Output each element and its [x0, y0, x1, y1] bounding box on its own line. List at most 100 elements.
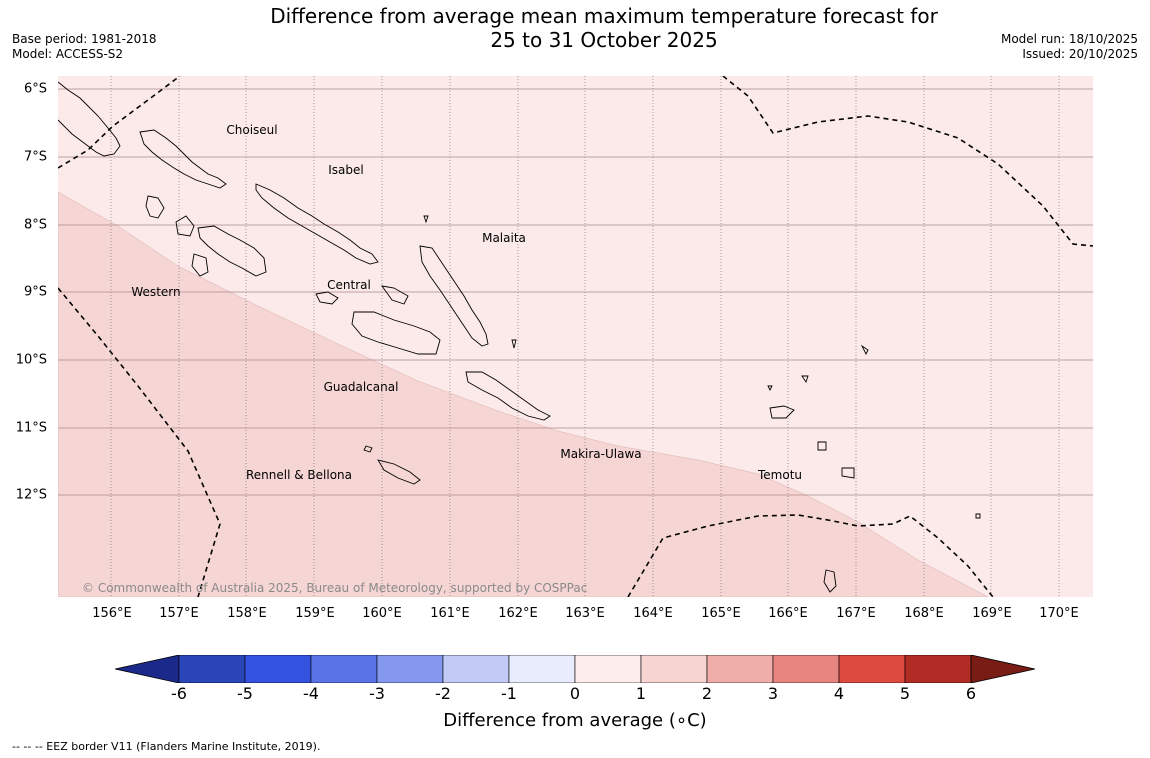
cb-tick-neg4: -4	[303, 684, 319, 703]
lon-label-158e: 158°E	[227, 606, 267, 621]
lon-label-163e: 163°E	[565, 606, 605, 621]
island-reef	[860, 344, 869, 356]
province-labels: Choiseul Isabel Malaita Western Central …	[131, 123, 802, 482]
island-small-1	[767, 385, 773, 392]
title-line-1: Difference from average mean maximum tem…	[270, 4, 938, 28]
label-rennell: Rennell & Bellona	[246, 468, 352, 482]
label-isabel: Isabel	[328, 163, 363, 177]
lon-label-166e: 166°E	[768, 606, 808, 621]
lon-label-165e: 165°E	[701, 606, 741, 621]
island-isabel	[255, 183, 379, 265]
island-anuta	[823, 569, 837, 593]
lat-label-6s: 6°S	[23, 81, 47, 97]
lon-label-159e: 159°E	[295, 606, 335, 621]
colorbar-segment	[640, 655, 708, 683]
island-kolombangara	[145, 195, 165, 219]
lon-label-157e: 157°E	[159, 606, 199, 621]
title-line-2: 25 to 31 October 2025	[490, 28, 718, 52]
anomaly-zone-1-2	[58, 191, 989, 597]
cb-tick-2: 2	[701, 684, 713, 703]
map-panel: Choiseul Isabel Malaita Western Central …	[58, 76, 1093, 597]
colorbar-segment	[442, 655, 510, 683]
label-western: Western	[131, 285, 180, 299]
model-name: Model: ACCESS-S2	[12, 47, 124, 61]
issued-date: Issued: 20/10/2025	[1022, 47, 1138, 61]
label-central: Central	[327, 278, 371, 292]
island-guadalcanal	[351, 311, 441, 355]
island-ndeni	[769, 405, 795, 419]
cb-tick-0: 0	[569, 684, 581, 703]
island-russell	[381, 285, 409, 305]
cb-tick-3: 3	[767, 684, 779, 703]
label-malaita: Malaita	[482, 231, 526, 245]
cb-tick-6: 6	[965, 684, 977, 703]
colorbar-segment	[310, 655, 378, 683]
coastlines	[58, 81, 981, 593]
lon-label-169e: 169°E	[972, 606, 1012, 621]
island-bougainville	[58, 81, 121, 157]
lon-label-156e: 156°E	[92, 606, 132, 621]
colorbar-segment	[244, 655, 312, 683]
lon-label-170e: 170°E	[1039, 606, 1079, 621]
colorbar-extend-low	[115, 655, 180, 683]
colorbar-segment	[376, 655, 444, 683]
meta-left: Base period: 1981-2018 Model: ACCESS-S2	[12, 32, 157, 62]
map-title: Difference from average mean maximum tem…	[0, 4, 1150, 52]
island-malaita	[419, 245, 489, 347]
island-small-2	[511, 339, 517, 349]
lon-label-160e: 160°E	[362, 606, 402, 621]
colorbar-segment	[574, 655, 642, 683]
meta-right: Model run: 18/10/2025 Issued: 20/10/2025	[1001, 32, 1138, 62]
lon-label-162e: 162°E	[498, 606, 538, 621]
island-makira	[465, 371, 551, 421]
colorbar-extend-high	[970, 655, 1035, 683]
lat-label-9s: 9°S	[23, 284, 47, 300]
cb-tick-neg6: -6	[171, 684, 187, 703]
cb-tick-5: 5	[899, 684, 911, 703]
lon-label-167e: 167°E	[836, 606, 876, 621]
colorbar	[115, 655, 1035, 683]
island-choiseul	[139, 129, 227, 189]
cb-tick-neg1: -1	[501, 684, 517, 703]
label-guadalcanal: Guadalcanal	[324, 380, 399, 394]
island-utupua	[817, 441, 827, 451]
colorbar-segment	[838, 655, 906, 683]
lat-label-12s: 12°S	[15, 487, 47, 503]
lat-label-11s: 11°S	[15, 420, 47, 436]
lon-label-161e: 161°E	[430, 606, 470, 621]
island-vella	[197, 225, 267, 277]
colorbar-segment	[904, 655, 972, 683]
colorbar-segment	[772, 655, 840, 683]
eez-border	[58, 76, 1093, 597]
island-rendova	[191, 253, 209, 277]
latitude-gridlines	[58, 88, 1093, 496]
label-choiseul: Choiseul	[226, 123, 277, 137]
island-new-georgia	[175, 215, 195, 237]
island-duff	[801, 375, 809, 384]
lon-label-164e: 164°E	[633, 606, 673, 621]
island-bellona	[363, 445, 373, 453]
model-run: Model run: 18/10/2025	[1000, 32, 1138, 46]
lat-label-10s: 10°S	[15, 352, 47, 368]
cb-tick-4: 4	[833, 684, 845, 703]
lon-label-168e: 168°E	[904, 606, 944, 621]
island-small-3	[423, 215, 429, 224]
base-period: Base period: 1981-2018	[12, 32, 157, 46]
island-vanikoro	[841, 467, 855, 479]
cb-tick-neg2: -2	[435, 684, 451, 703]
island-tikopia	[975, 513, 981, 519]
cb-tick-neg3: -3	[369, 684, 385, 703]
eez-footnote: -- -- -- EEZ border V11 (Flanders Marine…	[12, 740, 321, 753]
colorbar-segment	[508, 655, 576, 683]
colorbar-label: Difference from average (∘C)	[443, 710, 707, 731]
colorbar-segment	[178, 655, 246, 683]
cb-tick-neg5: -5	[237, 684, 253, 703]
label-makira: Makira-Ulawa	[560, 447, 641, 461]
copyright-watermark: © Commonwealth of Australia 2025, Bureau…	[82, 581, 587, 595]
colorbar-segment	[706, 655, 774, 683]
lat-label-8s: 8°S	[23, 217, 47, 233]
island-florida	[315, 291, 339, 305]
label-temotu: Temotu	[757, 468, 802, 482]
island-rennell	[377, 459, 421, 485]
lat-label-7s: 7°S	[23, 149, 47, 165]
